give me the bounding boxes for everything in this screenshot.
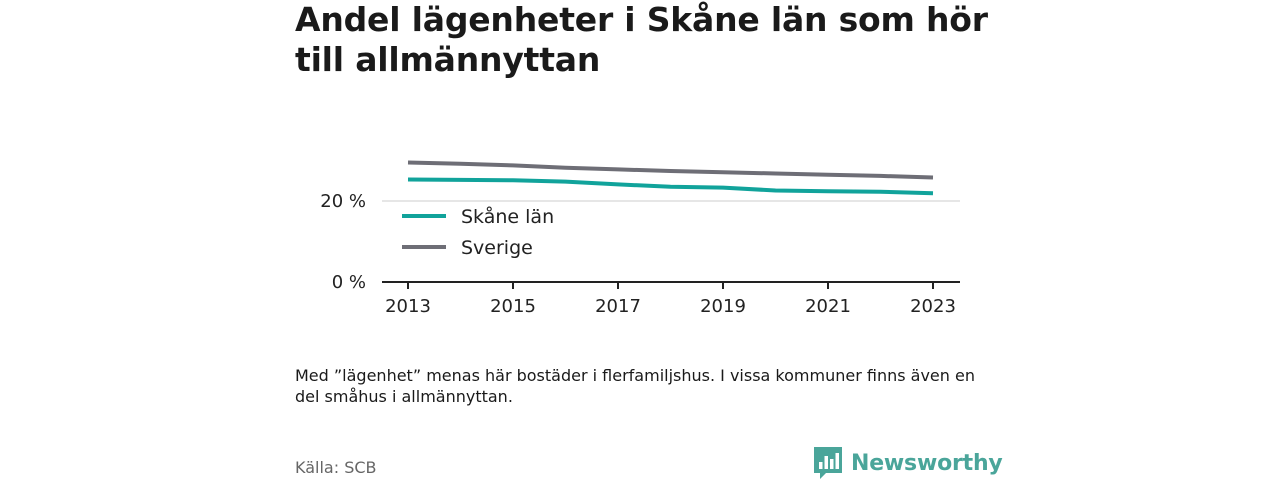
series-line-sverige xyxy=(407,160,934,180)
line-chart: 0 % 20 % 2013 2015 2017 2019 2021 2023 Skåne län… xyxy=(320,160,960,317)
x-tick-label: 2015 xyxy=(490,296,536,317)
source-label: Källa: SCB xyxy=(295,458,377,477)
chart-note: Med ”lägenhet” menas här bostäder i fler… xyxy=(295,366,975,406)
x-tick-label: 2013 xyxy=(385,296,431,317)
x-tick-label: 2017 xyxy=(595,296,641,317)
x-tick-label: 2021 xyxy=(805,296,851,317)
brand-name: Newsworthy xyxy=(851,450,1003,476)
y-tick-label: 0 % xyxy=(332,272,366,293)
x-tick-label: 2019 xyxy=(700,296,746,317)
chart-title: Andel lägenheter i Skåne län som hör til… xyxy=(295,0,988,79)
y-tick-label: 20 % xyxy=(320,191,366,212)
brand-logo: Newsworthy xyxy=(814,446,1003,480)
series-line-skåne-län xyxy=(407,177,934,196)
legend-label: Sverige xyxy=(461,237,533,259)
x-tick-label: 2023 xyxy=(910,296,956,317)
legend-label: Skåne län xyxy=(461,205,554,228)
newsworthy-logo-icon xyxy=(814,447,842,479)
